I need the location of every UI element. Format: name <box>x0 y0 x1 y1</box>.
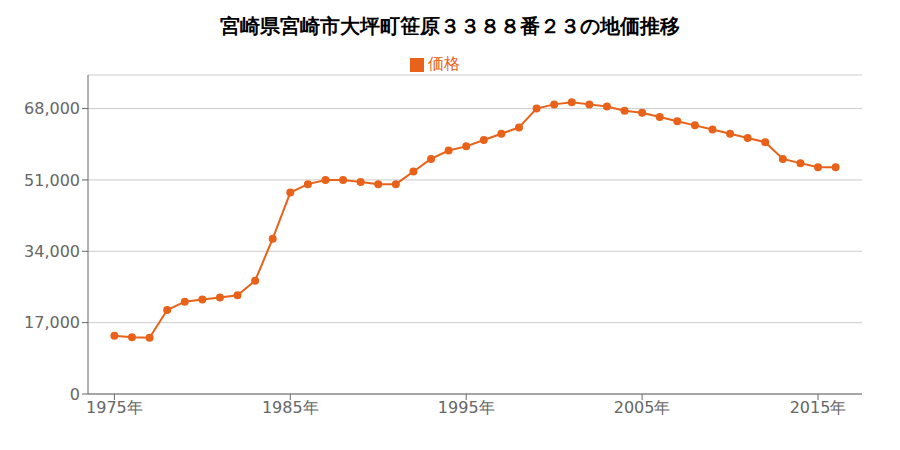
html-text:価格: 価格 <box>428 54 460 73</box>
svg-text:51,000: 51,000 <box>24 171 80 190</box>
svg-text:68,000: 68,000 <box>24 99 80 118</box>
svg-text:2015年: 2015年 <box>790 398 847 417</box>
svg-text:2005年: 2005年 <box>614 398 671 417</box>
svg-text:0: 0 <box>70 385 80 404</box>
svg-text:1975年: 1975年 <box>86 398 143 417</box>
html-text:宮崎県宮崎市大坪町笹原３３８８番２３の地価推移: 宮崎県宮崎市大坪町笹原３３８８番２３の地価推移 <box>220 14 680 38</box>
svg-text:17,000: 17,000 <box>24 313 80 332</box>
svg-text:34,000: 34,000 <box>24 242 80 261</box>
svg-text:1985年: 1985年 <box>262 398 319 417</box>
svg-text:1995年: 1995年 <box>438 398 495 417</box>
